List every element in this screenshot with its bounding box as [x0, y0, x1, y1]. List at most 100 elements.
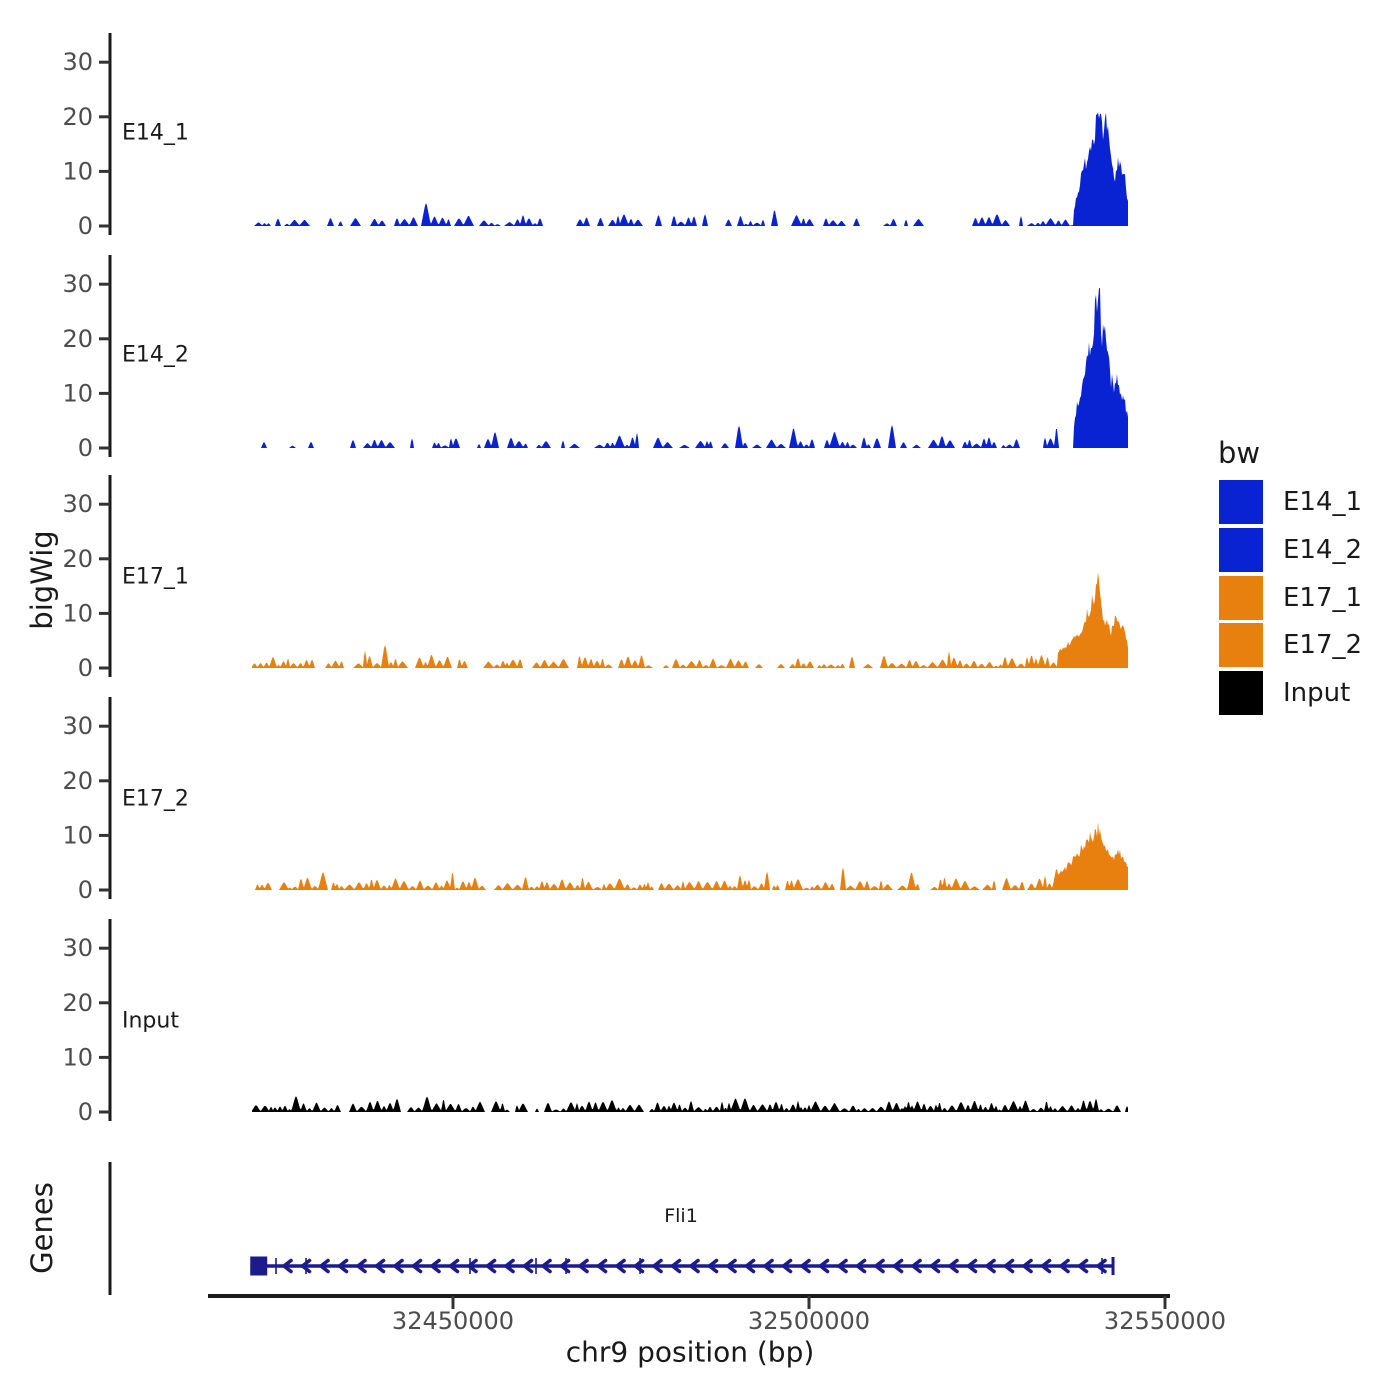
gene-strand-arrow: [633, 1258, 645, 1274]
gene-strand-arrow: [541, 1258, 552, 1274]
gene-strand-arrow: [855, 1258, 867, 1274]
track-panel-E14_2: 0 10 20 30: [62, 255, 1128, 462]
y-tick-label: 20: [62, 767, 93, 795]
gene-strand-arrow: [929, 1258, 941, 1274]
y-tick-label: 0: [78, 434, 93, 462]
legend-title: bw: [1218, 436, 1261, 470]
gene-strand-arrow: [374, 1258, 386, 1274]
signal-area-E14_1: [252, 112, 1128, 226]
gene-strand-arrow: [448, 1258, 460, 1274]
gene-strand-arrow: [282, 1258, 293, 1274]
gene-strand-arrow: [1040, 1258, 1052, 1274]
track-panel-E17_1: 0 10 20 30: [62, 475, 1128, 682]
y-tick-label: 20: [62, 325, 93, 353]
gene-strand-arrow: [726, 1258, 737, 1274]
gene-strand-arrow: [596, 1258, 608, 1274]
gene-strand-arrow: [911, 1258, 922, 1274]
gene-strand-arrow: [818, 1258, 830, 1274]
gene-strand-arrow: [337, 1258, 349, 1274]
y-tick-label: 10: [62, 1043, 93, 1071]
gene-strand-arrow: [985, 1258, 996, 1274]
y-tick-label: 20: [62, 545, 93, 573]
y-axis-title-genes: Genes: [25, 1182, 59, 1274]
y-tick-label: 30: [62, 48, 93, 76]
legend-swatch-e14-1: [1219, 480, 1263, 524]
y-tick-label: 10: [62, 157, 93, 185]
gene-strand-arrow: [670, 1258, 682, 1274]
y-tick-label: 10: [62, 379, 93, 407]
signal-area-E17_2: [252, 821, 1128, 890]
legend-label-e17-1: E17_1: [1283, 583, 1363, 613]
signal-area-E17_1: [252, 572, 1128, 668]
x-axis-title: chr9 position (bp): [565, 1335, 815, 1369]
gene-strand-arrow: [744, 1258, 756, 1274]
y-axis-title-bigwig: bigWig: [25, 530, 59, 630]
gene-strand-arrow: [874, 1258, 885, 1274]
y-tick-label: 0: [78, 212, 93, 240]
x-tick-label-32500000: 32500000: [747, 1307, 871, 1335]
track-panel-E17_2: 0 10 20 30: [62, 697, 1128, 904]
signal-area-Input: [252, 1096, 1128, 1112]
track-label-input: Input: [122, 1008, 179, 1034]
gene-strand-arrow: [356, 1258, 367, 1274]
signal-area-E14_2: [252, 288, 1128, 448]
gene-first-exon-box: [250, 1256, 268, 1276]
y-tick-label: 20: [62, 103, 93, 131]
gene-strand-arrow: [1059, 1258, 1070, 1274]
y-tick-label: 30: [62, 490, 93, 518]
track-panel-E14_1: 0 10 20 30: [62, 33, 1128, 240]
gene-strand-arrow: [781, 1258, 793, 1274]
track-label-e17-2: E17_2: [122, 786, 189, 812]
gene-strand-arrow: [800, 1258, 811, 1274]
gene-strand-arrow: [559, 1258, 571, 1274]
gene-strand-arrow: [966, 1258, 978, 1274]
gene-strand-arrow: [578, 1258, 589, 1274]
gene-strand-arrow: [411, 1258, 423, 1274]
track-panel-Input: 0 10 20 30: [62, 919, 1128, 1126]
legend-swatch-e17-1: [1219, 576, 1263, 620]
gene-strand-arrow: [485, 1258, 497, 1274]
y-tick-label: 0: [78, 654, 93, 682]
x-tick-label-32450000: 32450000: [391, 1307, 515, 1335]
gene-strand-arrow: [1096, 1258, 1107, 1274]
gene-strand-arrow: [1022, 1258, 1033, 1274]
y-tick-label: 0: [78, 876, 93, 904]
gene-strand-arrow: [1077, 1258, 1089, 1274]
legend-label-e17-2: E17_2: [1283, 630, 1363, 660]
gene-name-label: Fli1: [664, 1205, 698, 1227]
gene-strand-arrow: [892, 1258, 904, 1274]
track-label-e17-1: E17_1: [122, 564, 189, 590]
y-tick-label: 20: [62, 989, 93, 1017]
legend-label-e14-2: E14_2: [1283, 535, 1363, 565]
gene-strand-arrow: [319, 1258, 330, 1274]
gene-strand-arrow: [393, 1258, 404, 1274]
y-tick-label: 10: [62, 821, 93, 849]
legend-swatch-input: [1219, 671, 1263, 715]
y-tick-label: 0: [78, 1098, 93, 1126]
x-tick-label-32550000: 32550000: [1103, 1307, 1227, 1335]
y-tick-label: 30: [62, 712, 93, 740]
gene-strand-arrow: [763, 1258, 774, 1274]
legend-label-e14-1: E14_1: [1283, 487, 1363, 517]
y-tick-label: 30: [62, 270, 93, 298]
gene-strand-arrow: [522, 1258, 534, 1274]
gene-model-Fli1: [250, 1256, 1115, 1276]
y-tick-label: 10: [62, 599, 93, 627]
gene-strand-arrow: [504, 1258, 515, 1274]
gene-strand-arrow: [652, 1258, 663, 1274]
track-label-e14-1: E14_1: [122, 120, 189, 146]
y-tick-label: 30: [62, 934, 93, 962]
gene-strand-arrow: [1003, 1258, 1015, 1274]
legend-label-input: Input: [1283, 678, 1351, 708]
gene-strand-arrow: [615, 1258, 626, 1274]
gene-strand-arrow: [300, 1258, 312, 1274]
gene-strand-arrow: [837, 1258, 848, 1274]
gene-strand-arrow: [707, 1258, 719, 1274]
gene-strand-arrow: [430, 1258, 441, 1274]
gene-strand-arrow: [948, 1258, 959, 1274]
track-label-e14-2: E14_2: [122, 342, 189, 368]
gene-strand-arrow: [467, 1258, 478, 1274]
legend-swatch-e14-2: [1219, 528, 1263, 572]
